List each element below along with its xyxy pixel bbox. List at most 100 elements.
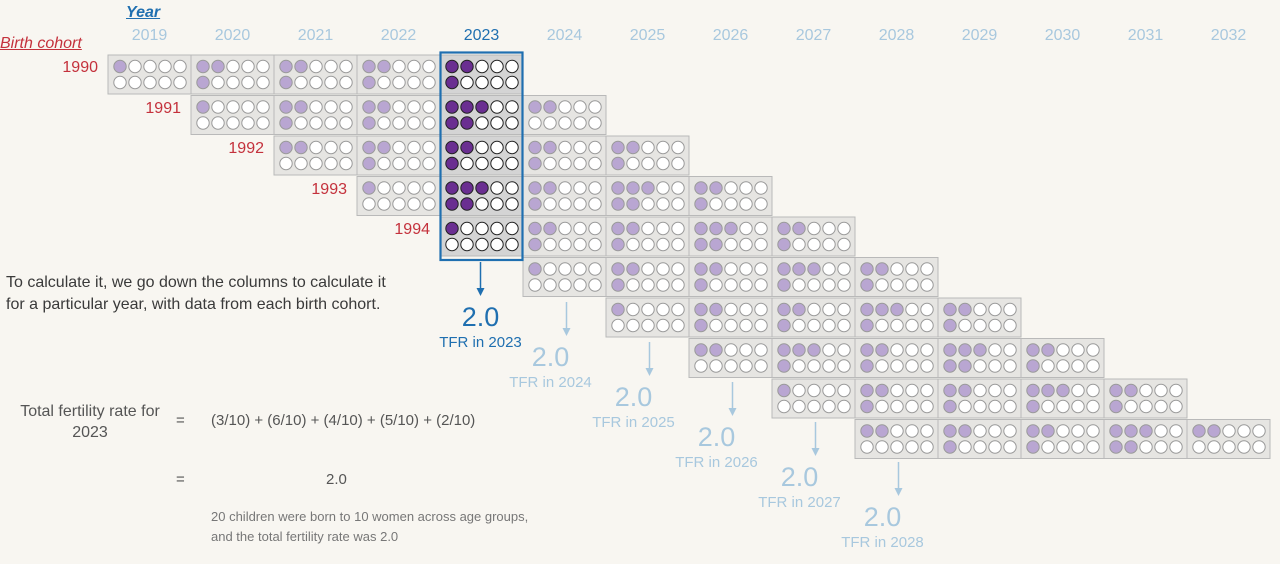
- woman-dot: [724, 318, 738, 333]
- woman-dot: [1139, 399, 1153, 414]
- woman-dot: [543, 116, 557, 130]
- woman-dot: [1169, 440, 1183, 454]
- woman-dot: [339, 116, 353, 130]
- woman-dot: [588, 181, 602, 195]
- birth-dot: [860, 359, 874, 373]
- birth-dot: [528, 197, 542, 211]
- tfr-value-2026: 2.0: [697, 422, 736, 452]
- birth-dot: [1056, 383, 1070, 398]
- woman-dot: [807, 383, 821, 398]
- woman-dot: [1071, 440, 1085, 454]
- birth-dot: [445, 156, 459, 171]
- woman-dot: [920, 318, 934, 333]
- birth-dot: [279, 75, 293, 90]
- birth-dot: [777, 302, 791, 317]
- woman-dot: [920, 262, 934, 276]
- cohort-row: [605, 297, 1022, 338]
- cohort-cell: [356, 54, 441, 95]
- birth-dot: [875, 302, 889, 317]
- woman-dot: [407, 156, 421, 171]
- woman-dot: [543, 237, 557, 252]
- birth-dot: [694, 343, 708, 357]
- woman-dot: [377, 75, 391, 90]
- birth-dot: [1207, 424, 1221, 438]
- birth-dot: [792, 302, 806, 317]
- birth-dot: [362, 140, 376, 155]
- birth-dot: [362, 100, 376, 114]
- formula-note: 20 children were born to 10 women across…: [211, 509, 529, 544]
- woman-dot: [392, 156, 406, 171]
- birth-dot: [709, 302, 723, 317]
- woman-dot: [988, 440, 1002, 454]
- woman-dot: [505, 116, 519, 130]
- woman-dot: [671, 181, 685, 195]
- woman-dot: [362, 197, 376, 211]
- woman-dot: [573, 262, 587, 276]
- cohort-label-1991: 1991: [145, 99, 181, 117]
- woman-dot: [777, 399, 791, 414]
- formula-result: 2.0: [326, 471, 347, 488]
- cohort-cell: [605, 216, 690, 257]
- woman-dot: [754, 197, 768, 211]
- woman-dot: [422, 100, 436, 114]
- birth-dot: [709, 221, 723, 236]
- woman-dot: [588, 116, 602, 130]
- birth-dot: [445, 140, 459, 155]
- cohort-cell: [439, 54, 524, 95]
- woman-dot: [573, 197, 587, 211]
- woman-dot: [792, 399, 806, 414]
- woman-dot: [905, 278, 919, 292]
- woman-dot: [558, 100, 572, 114]
- tfr-arrow: [894, 462, 903, 496]
- woman-dot: [505, 156, 519, 171]
- woman-dot: [505, 75, 519, 90]
- woman-dot: [656, 237, 670, 252]
- woman-dot: [422, 181, 436, 195]
- birth-dot: [777, 359, 791, 373]
- woman-dot: [890, 359, 904, 373]
- birth-dot: [611, 156, 625, 171]
- woman-dot: [807, 237, 821, 252]
- cohort-cell: [522, 257, 607, 297]
- woman-dot: [256, 59, 270, 74]
- tfr-value-2028: 2.0: [863, 502, 902, 532]
- birth-dot: [943, 302, 957, 317]
- birth-dot: [943, 424, 957, 438]
- woman-dot: [837, 221, 851, 236]
- year-label-2022: 2022: [380, 27, 417, 44]
- woman-dot: [324, 140, 338, 155]
- birth-dot: [1026, 440, 1040, 454]
- woman-dot: [973, 424, 987, 438]
- woman-dot: [226, 75, 240, 90]
- woman-dot: [837, 237, 851, 252]
- woman-dot: [1192, 440, 1206, 454]
- woman-dot: [1169, 383, 1183, 398]
- woman-dot: [807, 221, 821, 236]
- woman-dot: [1071, 399, 1085, 414]
- woman-dot: [588, 278, 602, 292]
- woman-dot: [920, 383, 934, 398]
- birth-dot: [709, 181, 723, 195]
- woman-dot: [988, 343, 1002, 357]
- woman-dot: [837, 278, 851, 292]
- woman-dot: [754, 221, 768, 236]
- cohort-row: [107, 54, 524, 95]
- birth-dot: [528, 156, 542, 171]
- birth-dot: [460, 140, 474, 155]
- birth-dot: [1041, 383, 1055, 398]
- woman-dot: [1169, 424, 1183, 438]
- birth-dot: [543, 221, 557, 236]
- woman-dot: [543, 278, 557, 292]
- cohort-cell: [854, 257, 939, 297]
- tfr-value-2024: 2.0: [531, 342, 570, 372]
- woman-dot: [422, 140, 436, 155]
- birth-dot: [777, 383, 791, 398]
- woman-dot: [754, 237, 768, 252]
- cohort-cell: [522, 135, 607, 176]
- woman-dot: [226, 116, 240, 130]
- woman-dot: [558, 140, 572, 155]
- woman-dot: [1071, 343, 1085, 357]
- woman-dot: [211, 100, 225, 114]
- woman-dot: [573, 221, 587, 236]
- woman-dot: [641, 237, 655, 252]
